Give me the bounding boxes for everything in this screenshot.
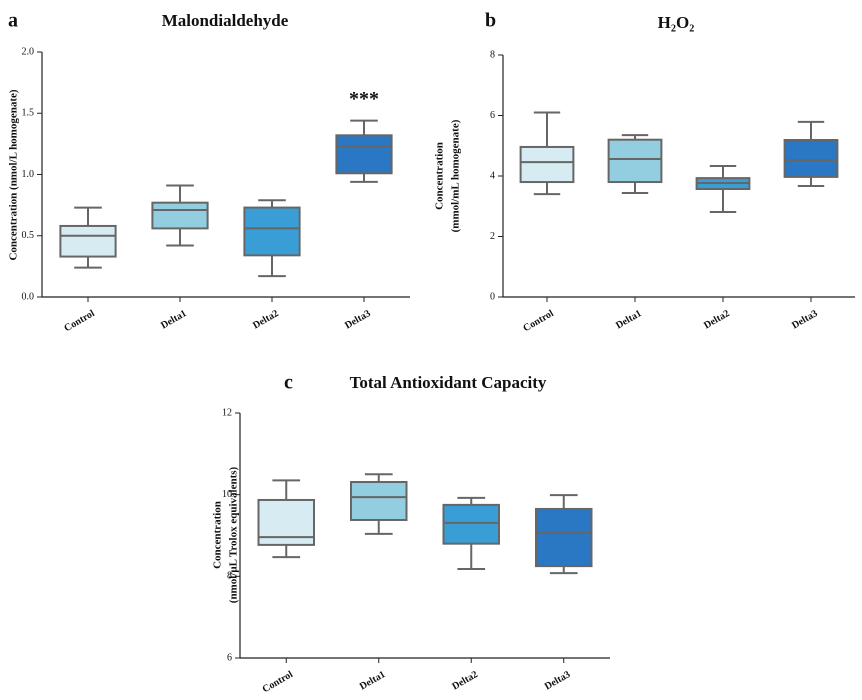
y-axis-label: Concentration (nmol/L homogenate) — [8, 89, 20, 260]
y-tick-label: 1.5 — [22, 108, 35, 119]
box — [519, 145, 575, 184]
y-tick-label: 12 — [222, 407, 232, 418]
x-tick-label: Delta3 — [790, 308, 820, 331]
box — [442, 503, 500, 545]
y-tick-label: 6 — [227, 652, 232, 663]
y-tick-label: 4 — [490, 170, 495, 181]
x-tick-label: Control — [261, 669, 295, 695]
y-axis-label: Concentration — [434, 142, 446, 210]
box — [151, 201, 209, 230]
y-tick-label: 1.0 — [22, 169, 35, 180]
chart-title: Total Antioxidant Capacity — [350, 373, 547, 392]
y-tick-label: 8 — [227, 571, 232, 582]
x-tick-label: Delta3 — [343, 308, 373, 331]
x-tick-label: Delta1 — [614, 308, 644, 331]
y-tick-label: 0.0 — [22, 291, 35, 302]
x-tick-label: Delta2 — [702, 308, 732, 331]
x-tick-label: Delta1 — [159, 308, 189, 331]
annotation: *** — [349, 88, 379, 110]
chart-title: H₂O₂ — [658, 13, 695, 32]
box — [535, 507, 593, 568]
y-tick-label: 10 — [222, 489, 232, 500]
y-tick-label: 2.0 — [22, 46, 35, 57]
x-tick-label: Control — [62, 308, 96, 334]
panel-label: b — [485, 10, 496, 32]
y-tick-label: 0 — [490, 291, 495, 302]
box — [243, 206, 301, 257]
panel-label: a — [8, 10, 18, 32]
y-axis-label: (nmol/μL Trolox equivalents) — [228, 466, 240, 603]
box — [783, 139, 839, 178]
x-tick-label: Delta1 — [358, 669, 388, 692]
box — [335, 134, 393, 175]
y-axis-label: Concentration — [212, 501, 224, 569]
y-axis-label: (mmol/mL homogenate) — [450, 119, 462, 232]
y-tick-label: 6 — [490, 110, 495, 121]
box — [59, 224, 117, 258]
box — [607, 138, 663, 184]
box — [350, 481, 408, 521]
y-tick-label: 8 — [490, 49, 495, 60]
chart-title: Malondialdehyde — [162, 11, 289, 30]
box — [257, 498, 315, 546]
x-tick-label: Delta2 — [450, 669, 480, 692]
y-tick-label: 0.5 — [22, 230, 35, 241]
panel-label: c — [284, 372, 293, 394]
x-tick-label: Delta2 — [251, 308, 281, 331]
y-tick-label: 2 — [490, 231, 495, 242]
x-tick-label: Delta3 — [543, 669, 573, 692]
x-tick-label: Control — [521, 308, 555, 334]
